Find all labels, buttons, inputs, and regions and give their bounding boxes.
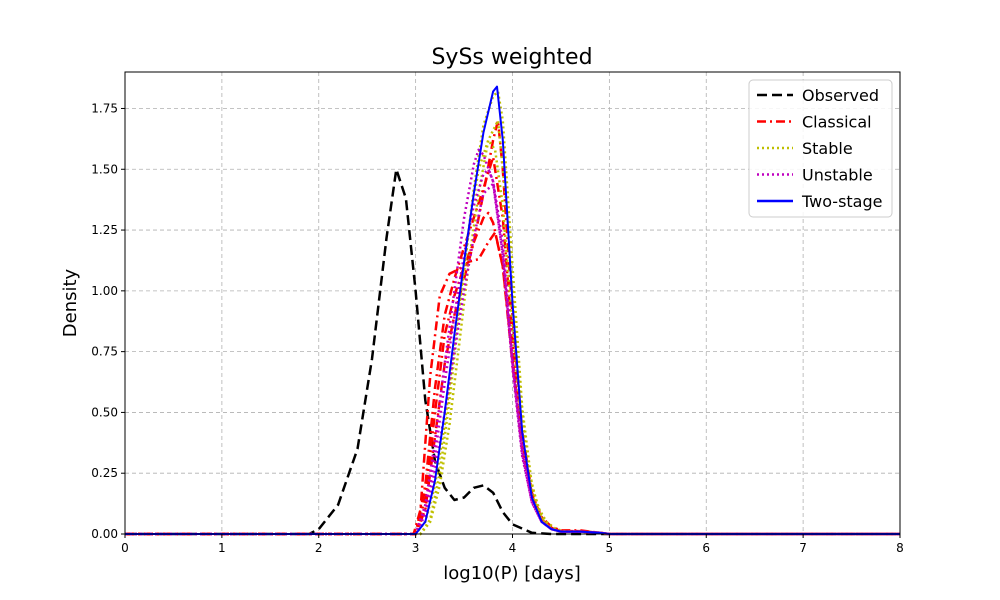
legend-label-unstable: Unstable [802, 166, 873, 185]
x-tick-label: 8 [896, 541, 904, 555]
series-line-two-stage [125, 85, 900, 535]
series-line-classical [125, 155, 900, 536]
y-tick-label: 0.25 [91, 466, 118, 480]
y-tick-label: 0.75 [91, 345, 118, 359]
y-tick-label: 0.00 [91, 527, 118, 541]
legend-label-observed: Observed [802, 86, 879, 105]
y-tick-label: 1.25 [91, 223, 118, 237]
legend-label-stable: Stable [802, 139, 853, 158]
x-axis-label: log10(P) [days] [443, 563, 581, 584]
y-axis-label: Density [60, 268, 81, 337]
y-tick-label: 0.50 [91, 405, 118, 419]
x-tick-label: 6 [702, 541, 710, 555]
x-tick-label: 0 [121, 541, 129, 555]
axis-ticks: 0 1 2 3 4 5 6 7 8 0.00 0.25 0.50 0.75 1.00 1.25 1.50 1.7… [91, 101, 904, 555]
series-line-stable [125, 138, 900, 536]
y-tick-label: 1.00 [91, 284, 118, 298]
legend-box [748, 79, 893, 218]
x-tick-label: 3 [412, 541, 420, 555]
x-tick-label: 2 [315, 541, 323, 555]
x-tick-label: 1 [218, 541, 226, 555]
x-tick-label: 5 [606, 541, 614, 555]
y-tick-label: 1.75 [91, 101, 118, 115]
x-tick-label: 4 [509, 541, 517, 555]
series-lines [125, 85, 900, 536]
chart-title: SySs weighted [431, 45, 592, 70]
legend-label-two-stage: Two-stage [801, 192, 882, 211]
legend-label-classical: Classical [802, 113, 872, 132]
x-tick-label: 7 [799, 541, 807, 555]
y-tick-label: 1.50 [91, 162, 118, 176]
legend: Observed Classical Stable Unstable Two-stage [748, 79, 893, 218]
